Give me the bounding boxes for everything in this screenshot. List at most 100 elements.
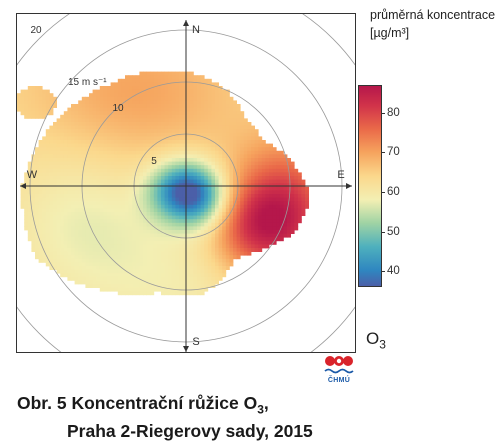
heatmap-tile (146, 132, 151, 137)
heatmap-tile (182, 258, 187, 263)
heatmap-tile (67, 230, 72, 234)
heatmap-tile (143, 237, 147, 242)
heatmap-tile (81, 233, 86, 238)
heatmap-tile (204, 129, 209, 134)
heatmap-tile (211, 172, 216, 177)
heatmap-tile (31, 104, 36, 108)
heatmap-tile (215, 255, 219, 260)
heatmap-tile (164, 287, 169, 292)
heatmap-tile (153, 82, 158, 87)
heatmap-tile (175, 168, 180, 173)
heatmap-tile (89, 208, 93, 213)
heatmap-tile (204, 93, 209, 98)
heatmap-tiles (17, 71, 309, 296)
heatmap-tile (146, 179, 151, 184)
heatmap-tile (254, 215, 259, 220)
heatmap-tile (258, 186, 263, 191)
heatmap-tile (96, 96, 101, 101)
heatmap-tile (200, 212, 205, 216)
heatmap-tile (251, 240, 255, 245)
heatmap-tile (189, 118, 194, 123)
heatmap-tile (99, 104, 104, 108)
heatmap-tile (189, 125, 194, 130)
heatmap-tile (272, 212, 277, 216)
heatmap-tile (146, 240, 151, 245)
heatmap-tile (60, 204, 65, 209)
heatmap-tile (135, 215, 140, 220)
heatmap-tile (179, 172, 183, 177)
heatmap-tile (218, 240, 223, 245)
heatmap-tile (110, 136, 115, 141)
heatmap-tile (207, 201, 212, 206)
heatmap-tile (49, 197, 54, 202)
heatmap-tile (161, 248, 165, 252)
heatmap-tile (182, 104, 187, 108)
heatmap-tile (92, 158, 97, 162)
heatmap-tile (143, 118, 147, 123)
heatmap-tile (67, 172, 72, 177)
heatmap-tile (265, 201, 270, 206)
heatmap-tile (67, 129, 72, 134)
heatmap-tile (153, 168, 158, 173)
heatmap-tile (204, 226, 209, 231)
heatmap-tile (128, 111, 133, 116)
heatmap-tile (135, 132, 140, 137)
heatmap-tile (247, 125, 252, 130)
heatmap-tile (103, 129, 108, 134)
heatmap-tile (110, 226, 115, 231)
heatmap-tile (128, 208, 133, 213)
heatmap-tile (146, 140, 151, 144)
heatmap-tile (182, 230, 187, 234)
heatmap-tile (45, 255, 50, 260)
heatmap-tile (225, 125, 230, 130)
heatmap-tile (297, 190, 302, 195)
heatmap-tile (31, 226, 36, 231)
heatmap-tile (179, 82, 183, 87)
heatmap-tile (110, 215, 115, 220)
heatmap-tile (247, 168, 252, 173)
heatmap-tile (63, 258, 68, 263)
heatmap-tile (135, 208, 140, 213)
heatmap-tile (193, 158, 198, 162)
heatmap-tile (179, 222, 183, 227)
heatmap-tile (175, 233, 180, 238)
heatmap-tile (157, 96, 162, 101)
heatmap-tile (103, 111, 108, 116)
heatmap-tile (254, 222, 259, 227)
heatmap-tile (157, 284, 162, 288)
heatmap-tile (204, 222, 209, 227)
heatmap-tile (99, 165, 104, 170)
heatmap-tile (121, 190, 126, 195)
heatmap-tile (294, 212, 299, 216)
heatmap-tile (63, 165, 68, 170)
heatmap-tile (157, 276, 162, 281)
heatmap-tile (182, 96, 187, 101)
heatmap-tile (96, 273, 101, 278)
heatmap-tile (153, 136, 158, 141)
heatmap-tile (207, 251, 212, 256)
heatmap-tile (56, 165, 61, 170)
heatmap-tile (71, 111, 75, 116)
direction-label-n: N (192, 24, 200, 36)
heatmap-tile (229, 194, 234, 198)
color-scale-bar (358, 85, 382, 287)
heatmap-tile (272, 179, 277, 184)
heatmap-tile (139, 276, 144, 281)
heatmap-tile (193, 111, 198, 116)
chmu-logo-text: ČHMÚ (327, 377, 351, 384)
heatmap-tile (182, 233, 187, 238)
heatmap-tile (74, 107, 79, 112)
heatmap-tile (99, 107, 104, 112)
heatmap-tile (171, 230, 176, 234)
heatmap-tile (204, 100, 209, 105)
heatmap-tile (229, 118, 234, 123)
heatmap-tile (42, 201, 47, 206)
heatmap-tile (197, 280, 201, 285)
heatmap-tile (89, 183, 93, 188)
heatmap-tile (261, 222, 266, 227)
heatmap-tile (92, 183, 97, 188)
heatmap-tile (89, 212, 93, 216)
heatmap-tile (117, 161, 122, 166)
heatmap-tile (107, 190, 111, 195)
heatmap-tile (85, 276, 90, 281)
